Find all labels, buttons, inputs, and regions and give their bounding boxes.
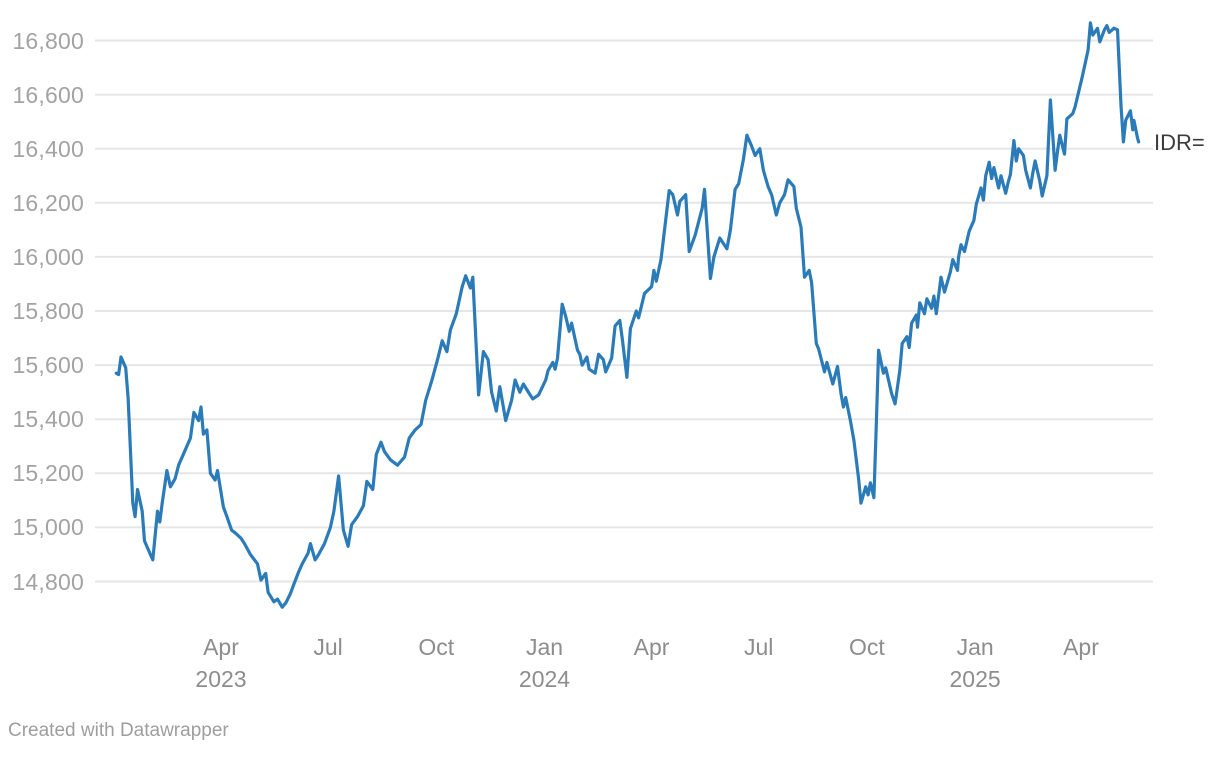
y-tick-label: 16,600 (12, 81, 84, 108)
y-tick-label: 14,800 (12, 568, 84, 595)
x-tick-month-label: Jul (743, 634, 774, 660)
x-tick-month-label: Oct (418, 634, 455, 660)
x-tick-month-label: Jan (956, 634, 994, 660)
y-tick-label: 15,600 (12, 352, 84, 379)
x-tick-year-label: 2024 (518, 666, 571, 692)
x-tick-month-label: Oct (848, 634, 885, 660)
x-tick-month-label: Apr (633, 634, 670, 660)
x-tick-year-label: 2023 (195, 666, 247, 692)
x-tick-month-label: Apr (1063, 634, 1099, 660)
y-tick-label: 15,800 (12, 298, 84, 324)
y-tick-label: 15,400 (12, 406, 84, 433)
x-tick-month-label: Jan (525, 634, 564, 660)
y-tick-label: 16,000 (12, 243, 84, 270)
idr-series-line (114, 21, 1141, 609)
series-end-label: IDR= (1154, 130, 1205, 155)
x-tick-year-label: 2025 (949, 666, 1001, 692)
x-tick-month-label: Jul (313, 634, 343, 660)
y-tick-label: 16,800 (12, 27, 84, 54)
x-tick-month-label: Apr (203, 634, 239, 660)
y-tick-label: 15,200 (12, 460, 84, 487)
datawrapper-attribution: Created with Datawrapper (8, 720, 229, 741)
y-tick-label: 16,200 (12, 189, 84, 216)
y-tick-label: 15,000 (12, 514, 84, 541)
y-tick-label: 16,400 (12, 135, 84, 162)
